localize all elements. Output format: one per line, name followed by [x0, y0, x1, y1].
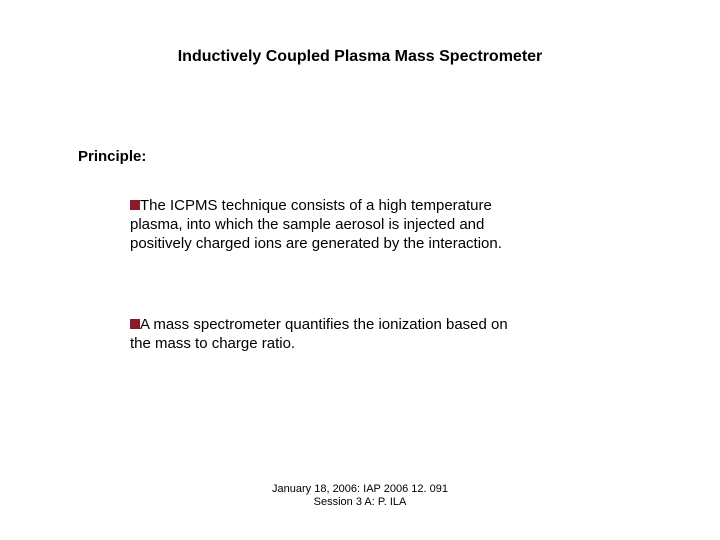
bullet-item: A mass spectrometer quantifies the ioniz… — [130, 316, 520, 354]
footer-line-2: Session 3 A: P. ILA — [0, 496, 720, 510]
bullet-text: A mass spectrometer quantifies the ioniz… — [130, 316, 508, 352]
slide: Inductively Coupled Plasma Mass Spectrom… — [0, 0, 720, 540]
slide-title: Inductively Coupled Plasma Mass Spectrom… — [0, 48, 720, 66]
bullet-text: The ICPMS technique consists of a high t… — [130, 197, 502, 252]
bullet-square-icon — [130, 200, 140, 210]
bullet-item: The ICPMS technique consists of a high t… — [130, 197, 520, 253]
principle-heading: Principle: — [78, 148, 146, 165]
footer-line-1: January 18, 2006: IAP 2006 12. 091 — [0, 483, 720, 497]
slide-footer: January 18, 2006: IAP 2006 12. 091 Sessi… — [0, 483, 720, 511]
bullet-square-icon — [130, 319, 140, 329]
